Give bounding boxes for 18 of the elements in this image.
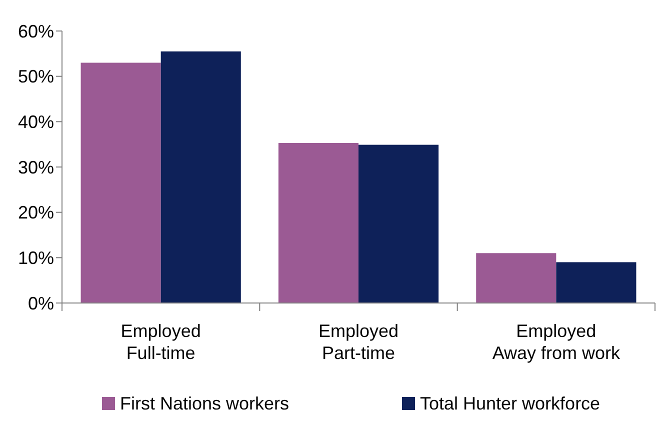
bar bbox=[160, 51, 241, 303]
y-tick-label: 0% bbox=[28, 293, 54, 314]
legend-label: First Nations workers bbox=[120, 393, 290, 414]
bar bbox=[476, 253, 556, 303]
y-tick-label: 40% bbox=[18, 112, 54, 132]
y-tick-label: 10% bbox=[18, 248, 54, 268]
y-tick-label: 30% bbox=[18, 157, 54, 178]
x-tick-label: Employed Full-time bbox=[120, 321, 201, 363]
y-tick-label: 50% bbox=[18, 66, 54, 87]
y-tick-label: 20% bbox=[18, 202, 54, 223]
bar bbox=[80, 62, 161, 303]
x-tick-label: Employed Away from work bbox=[492, 321, 622, 363]
bar bbox=[358, 144, 439, 303]
legend-label: Total Hunter workforce bbox=[420, 393, 600, 414]
x-tick-label: Employed Part-time bbox=[318, 321, 399, 363]
y-tick-label: 60% bbox=[18, 21, 54, 42]
bar bbox=[556, 262, 636, 303]
bar bbox=[278, 142, 358, 303]
